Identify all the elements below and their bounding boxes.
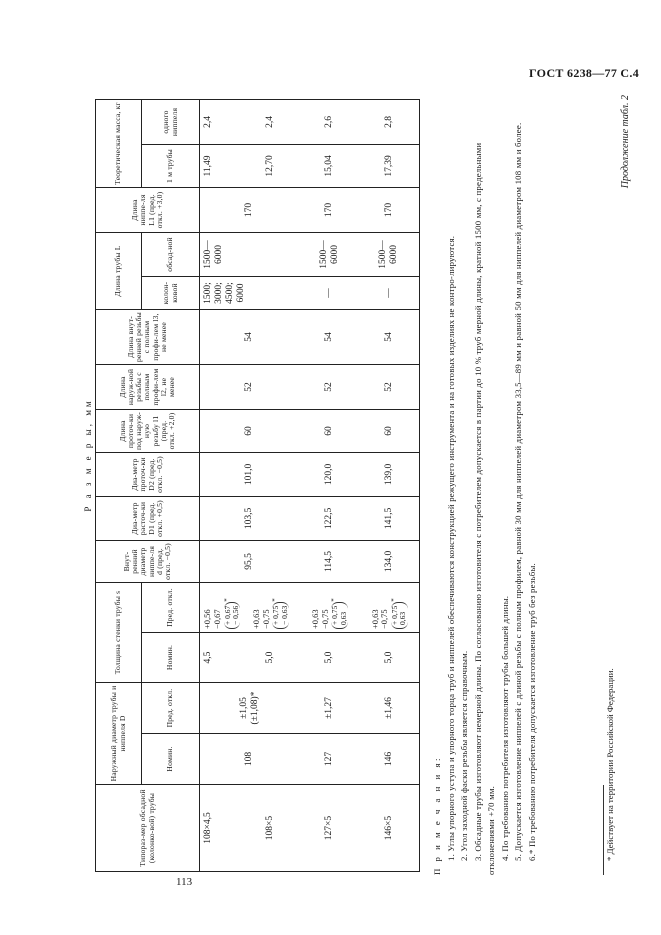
col-outer-tol: Пред. откл. bbox=[141, 682, 200, 734]
col-nipple-length: Длина ниппе-ля L1 (пред. откл. +3,0) bbox=[95, 187, 200, 233]
cell-wall-nom: 5,0 bbox=[241, 632, 300, 683]
cell-groove-diameter: 120,0 bbox=[299, 452, 360, 497]
cell-nipple-length: 170 bbox=[299, 187, 360, 233]
cell-groove-diameter: 139,0 bbox=[359, 452, 420, 497]
cell-size: 108×5 bbox=[241, 784, 300, 872]
cell-outer-nom: 127 bbox=[299, 733, 360, 785]
col-mass-nipple: одного ниппеля bbox=[141, 99, 200, 145]
cell-bore-diameter: 103,5 bbox=[199, 496, 300, 541]
cell-mass-pipe: 17,39 bbox=[359, 144, 420, 188]
standard-header: ГОСТ 6238—77 С.4 bbox=[529, 66, 639, 80]
col-wall-nom: Номин. bbox=[141, 632, 200, 683]
header-row-group: Типораз-мер обсадной (колонко-вой) трубы… bbox=[95, 99, 200, 872]
col-group-pipe-length: Длина трубы L bbox=[95, 232, 142, 310]
cell-mass-nipple: 2,6 bbox=[299, 99, 360, 145]
cell-outer-tol: ±1,27 bbox=[299, 682, 360, 734]
notes-title: П р и м е ч а н и я: bbox=[432, 756, 442, 875]
cell-size: 108×4,5 bbox=[199, 784, 242, 872]
cell-mass-nipple: 2,4 bbox=[199, 99, 242, 145]
col-group-wall: Толщина стенки трубы s bbox=[95, 582, 142, 683]
col-group-mass: Теоретическая масса, кг bbox=[95, 99, 142, 188]
cell-nipple-length: 170 bbox=[199, 187, 300, 233]
cell-nipple-length: 170 bbox=[359, 187, 420, 233]
cell-wall-tol: +0,63 −0,75 + 0,75− 0,63* bbox=[241, 582, 300, 633]
cell-core: — bbox=[359, 276, 420, 310]
continuation-label: Продолжение табл. 2 bbox=[620, 95, 631, 189]
cell-ext-thread-length: 52 bbox=[299, 364, 360, 410]
cell-mass-nipple: 2,4 bbox=[241, 99, 300, 145]
col-groove-length: Длина проточ-ки под наруж-ную резьбу l1 … bbox=[95, 409, 200, 453]
table-row: 146×5 146 ±1,46 5,0 +0,63 −0,75 + 0,75 0,63… bbox=[359, 99, 420, 872]
col-group-outer-diameter: Наружный диаметр трубы и ниппеля D bbox=[95, 682, 142, 785]
col-core: колон-ковой bbox=[141, 276, 200, 310]
col-casing: обсад-ной bbox=[141, 232, 200, 277]
col-mass-pipe: 1 м трубы bbox=[141, 144, 200, 188]
cell-wall-nom: 5,0 bbox=[299, 632, 360, 683]
cell-core: — bbox=[299, 276, 360, 310]
cell-int-thread-length: 54 bbox=[359, 309, 420, 365]
cell-wall-nom: 4,5 bbox=[199, 632, 242, 683]
cell-int-thread-length: 54 bbox=[299, 309, 360, 365]
cell-casing: 1500— 6000 bbox=[359, 232, 420, 277]
cell-wall-tol: +0,63 −0,75 + 0,75 0,63* bbox=[359, 582, 420, 633]
cell-mass-nipple: 2,8 bbox=[359, 99, 420, 145]
col-inner-diameter: Внут-ренний диаметр ниппе-ля d (пред. от… bbox=[95, 540, 200, 583]
cell-bore-diameter: 122,5 bbox=[299, 496, 360, 541]
page-number: 113 bbox=[176, 876, 193, 888]
cell-groove-length: 60 bbox=[199, 409, 300, 453]
rotated-table-block: Р а з м е р ы, мм Продолжение табл. 2 Ти… bbox=[83, 95, 646, 875]
col-size: Типораз-мер обсадной (колонко-вой) трубы bbox=[95, 784, 200, 872]
cell-mass-pipe: 15,04 bbox=[299, 144, 360, 188]
col-int-thread-length: Длина внут-ренней резьбы с полным профи-… bbox=[95, 309, 200, 365]
note-item: 2. Угол заходной фаски резьбы является с… bbox=[459, 650, 469, 861]
cell-inner-diameter: 114,5 bbox=[299, 540, 360, 583]
cell-casing: 1500— 6000 bbox=[299, 232, 360, 277]
col-groove-diameter: Диа-метр проточ-ки D2 (пред. откл. −0,5) bbox=[95, 452, 200, 497]
cell-int-thread-length: 54 bbox=[199, 309, 300, 365]
cell-groove-diameter: 101,0 bbox=[199, 452, 300, 497]
cell-outer-tol: ±1,05 (±1,08)* bbox=[199, 682, 300, 734]
cell-wall-tol: +0,56 −0,67 + 0,67− 0,56* bbox=[199, 582, 242, 633]
col-ext-thread-length: Длина наруж-ной резьбы с полным профи-ле… bbox=[95, 364, 200, 410]
footnote-divider bbox=[603, 785, 604, 875]
cell-wall-nom: 5,0 bbox=[359, 632, 420, 683]
notes: П р и м е ч а н и я: 1. Углы упорного ус… bbox=[431, 95, 539, 875]
col-bore-diameter: Диа-метр расточ-ки D1 (пред. откл. +0,5) bbox=[95, 496, 200, 541]
cell-size: 146×5 bbox=[359, 784, 420, 872]
cell-mass-pipe: 11,49 bbox=[199, 144, 242, 188]
table-row: 108×4,5 108 ±1,05 (±1,08)* 4,5 +0,56 −0,67… bbox=[199, 99, 300, 872]
cell-inner-diameter: 95,5 bbox=[199, 540, 300, 583]
pipe-table: Типораз-мер обсадной (колонко-вой) трубы… bbox=[95, 99, 420, 872]
note-item: 5. Допускается изготовление ниппелей с д… bbox=[513, 122, 523, 861]
col-outer-nom: Номин. bbox=[141, 733, 200, 785]
table-row: 127×5 127 ±1,27 5,0 +0,63 −0,75 + 0,75 0,63… bbox=[299, 99, 360, 872]
dimensions-caption: Р а з м е р ы, мм bbox=[83, 398, 93, 512]
footnote: * Действует на территории Российской Фед… bbox=[605, 668, 615, 861]
cell-size: 127×5 bbox=[299, 784, 360, 872]
cell-outer-nom: 146 bbox=[359, 733, 420, 785]
cell-outer-nom: 108 bbox=[199, 733, 300, 785]
cell-inner-diameter: 134,0 bbox=[359, 540, 420, 583]
col-wall-tol: Пред. откл. bbox=[141, 582, 200, 633]
note-item: 6.* По требованию потребителя допускаетс… bbox=[526, 563, 537, 861]
cell-wall-tol: +0,63 −0,75 + 0,75 0,63* bbox=[299, 582, 360, 633]
cell-outer-tol: ±1,46 bbox=[359, 682, 420, 734]
note-item: 4. По требованию потребителя изготовляют… bbox=[499, 595, 510, 861]
note-item: 1. Углы упорного уступа и упорного торца… bbox=[445, 235, 456, 861]
cell-ext-thread-length: 52 bbox=[199, 364, 300, 410]
cell-casing: 1500— 6000 bbox=[199, 232, 300, 277]
cell-ext-thread-length: 52 bbox=[359, 364, 420, 410]
cell-core: 1500; 3000; 4500; 6000 bbox=[199, 276, 300, 310]
cell-groove-length: 60 bbox=[359, 409, 420, 453]
note-item: 3. Обсадные трубы изготовляют немерной д… bbox=[472, 142, 497, 875]
cell-bore-diameter: 141,5 bbox=[359, 496, 420, 541]
cell-groove-length: 60 bbox=[299, 409, 360, 453]
cell-mass-pipe: 12,70 bbox=[241, 144, 300, 188]
